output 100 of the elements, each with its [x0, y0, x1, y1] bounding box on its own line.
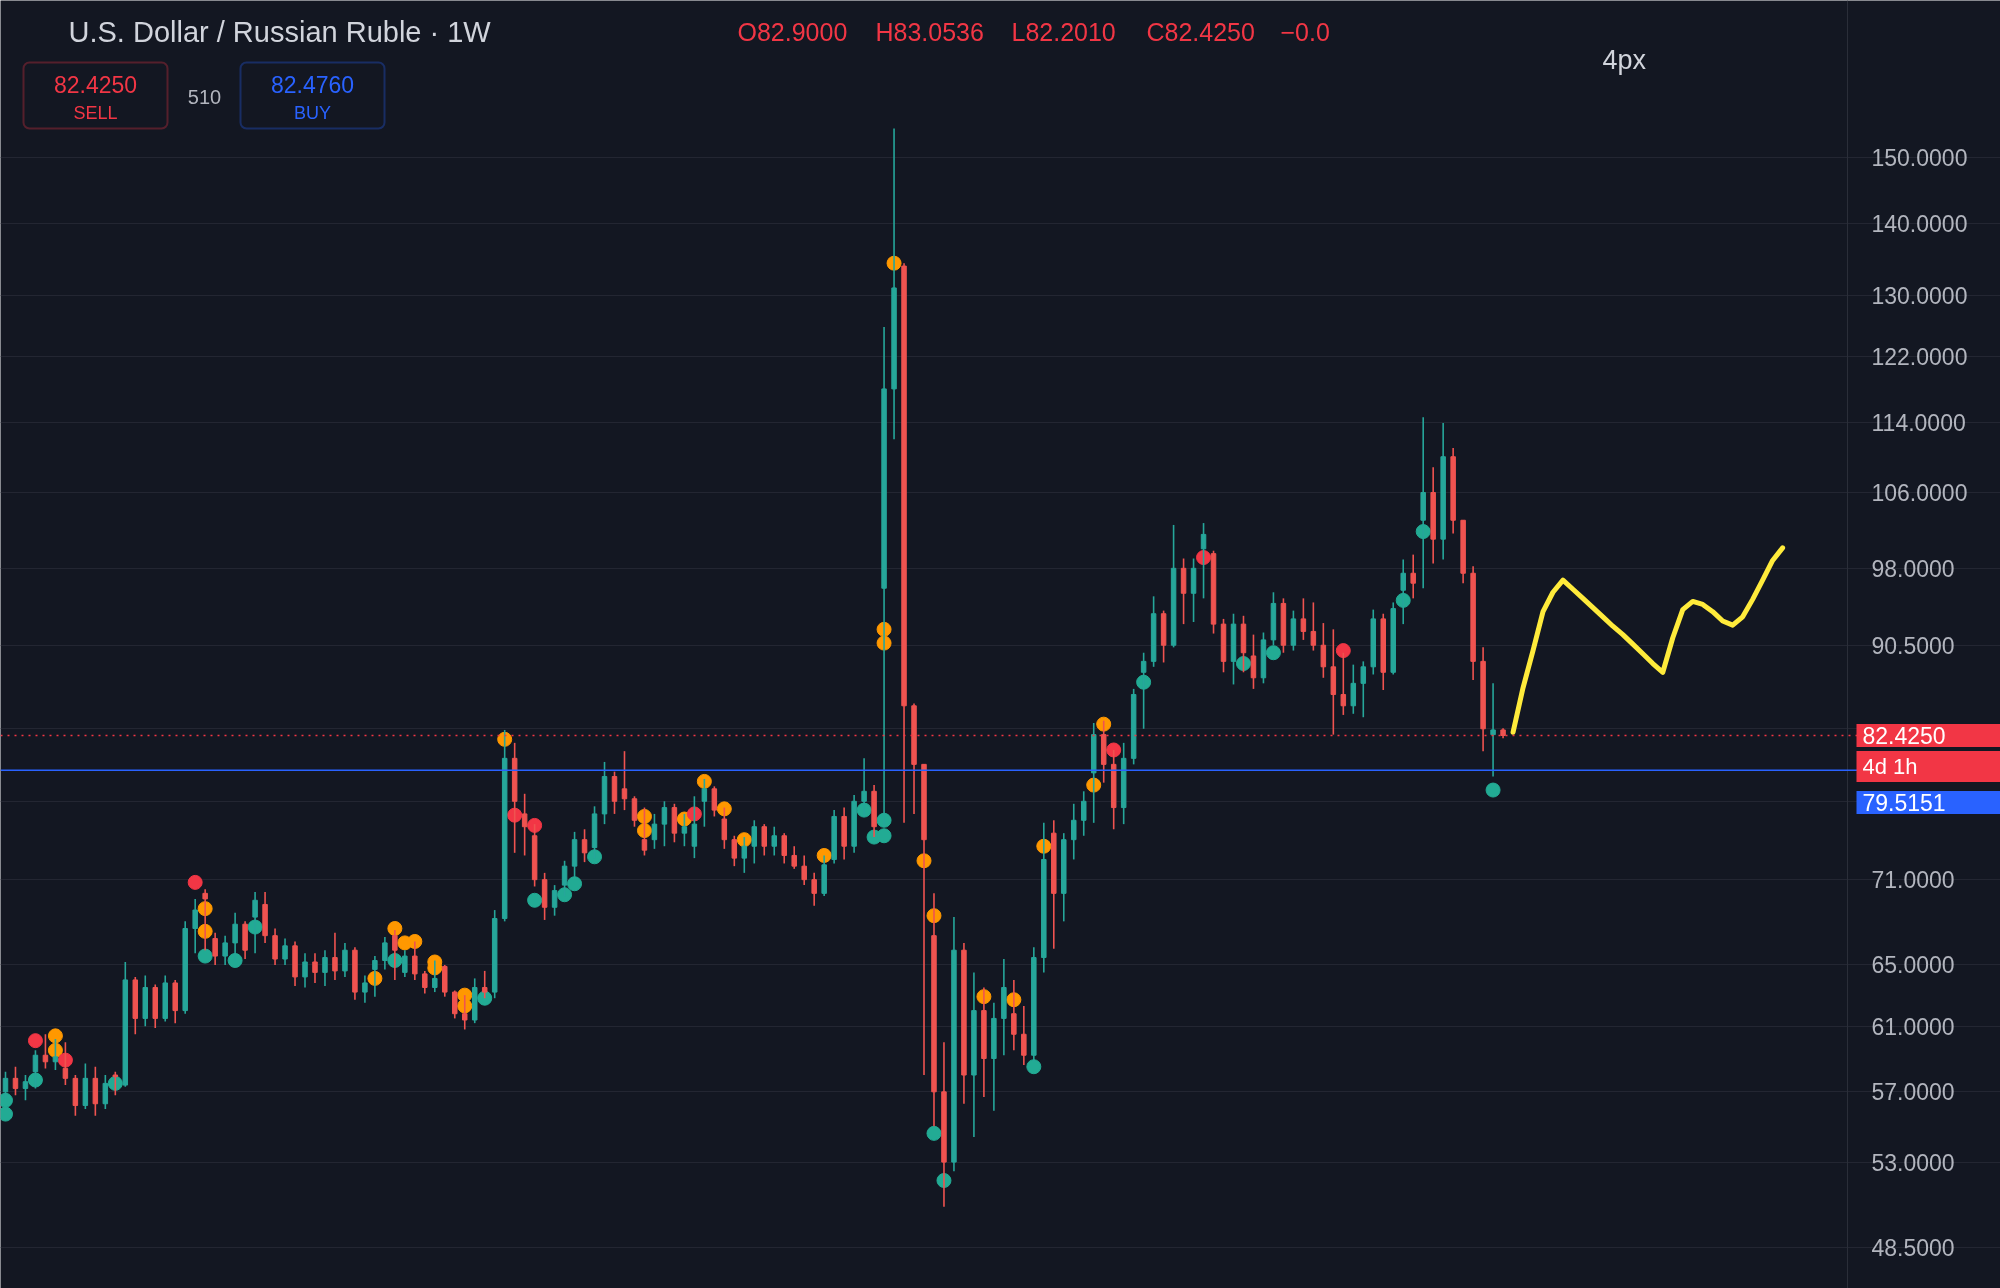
text: U.S. Dollar / Russian Ruble · 1W: [68, 15, 492, 48]
candlestick: [681, 813, 688, 848]
candlestick: [1310, 601, 1317, 652]
point: [587, 849, 603, 865]
candlestick: [1200, 522, 1207, 600]
candlestick: [392, 929, 398, 981]
annotation: SELL: [73, 102, 118, 123]
candlestick: [192, 898, 198, 954]
candlestick: [691, 795, 698, 859]
y-tick-label: 53.0000: [1871, 1149, 1955, 1176]
y-tick-label: 106.0000: [1871, 480, 1968, 507]
candlestick: [322, 949, 328, 987]
candlestick: [62, 1041, 69, 1086]
candlestick: [1410, 553, 1416, 600]
annotation: H83.0536: [875, 17, 984, 46]
point: [816, 847, 832, 863]
annotation: −0.0: [1280, 17, 1330, 46]
candlestick: [252, 891, 258, 954]
candlestick: [52, 1038, 59, 1071]
annotation: 4px: [1602, 44, 1647, 75]
candlestick: [1350, 663, 1357, 715]
annotation: L82.2010: [1011, 17, 1116, 46]
candlestick: [1320, 622, 1327, 679]
point: [1196, 550, 1212, 566]
candlestick: [212, 931, 218, 966]
candlestick: [1250, 633, 1257, 690]
candlestick: [342, 942, 348, 978]
point: [197, 948, 213, 964]
annotation: O82.9000: [737, 17, 848, 46]
point: [1335, 643, 1351, 659]
point: [1026, 1059, 1042, 1075]
y-tick-label: 57.0000: [1871, 1079, 1955, 1106]
y-tick-label: 61.0000: [1871, 1013, 1955, 1040]
candlestick: [711, 785, 718, 818]
point: [1485, 782, 1501, 798]
annotation: 82.4250: [53, 72, 138, 98]
y-tick-label: 65.0000: [1871, 952, 1955, 979]
annotation: 510: [187, 85, 222, 108]
y-tick-label: 130.0000: [1871, 282, 1968, 309]
point: [1265, 645, 1281, 661]
candlestick: [761, 823, 768, 857]
annotation: BUY: [293, 102, 332, 123]
point: [57, 1052, 73, 1068]
y-tick-label: 71.0000: [1871, 867, 1955, 894]
point: [686, 806, 702, 822]
point: [1136, 674, 1152, 690]
candlestick: [801, 854, 807, 886]
point: [1106, 742, 1122, 758]
candlestick: [791, 845, 797, 870]
candlestick: [1011, 979, 1017, 1052]
candlestick: [771, 825, 777, 857]
candlestick: [452, 989, 458, 1020]
candlestick: [312, 952, 318, 984]
point: [27, 1033, 43, 1049]
ref-line-label: 79.5151: [1862, 790, 1946, 817]
candlestick: [362, 974, 368, 1004]
y-tick-label: 140.0000: [1871, 211, 1968, 238]
point: [387, 921, 403, 936]
point: [27, 1072, 43, 1088]
candlestick: [721, 806, 728, 850]
point: [926, 1125, 942, 1141]
point: [0, 1106, 13, 1122]
point: [876, 828, 892, 844]
candlestick: [521, 792, 528, 857]
candlestick: [731, 834, 738, 867]
candlestick: [332, 931, 338, 981]
candlestick: [432, 959, 438, 993]
point: [407, 933, 423, 949]
point: [636, 808, 652, 824]
candlestick: [462, 994, 468, 1031]
point: [567, 876, 583, 892]
candlestick: [581, 828, 588, 863]
candlestick: [701, 778, 708, 828]
candlestick: [1300, 597, 1307, 641]
candlestick: [302, 952, 308, 989]
point: [557, 887, 573, 903]
y-tick-label: 114.0000: [1871, 409, 1966, 436]
point: [507, 807, 523, 823]
point: [696, 773, 712, 789]
candlestick: [651, 813, 658, 850]
candlestick: [1360, 660, 1367, 719]
y-tick-label: 150.0000: [1871, 144, 1968, 171]
candlestick: [621, 750, 628, 811]
candlestick: [272, 927, 278, 966]
candlestick: [112, 1070, 119, 1097]
candlestick: [751, 819, 758, 865]
y-tick-label: 90.5000: [1871, 632, 1955, 659]
ref-line-label: 82.4250: [1862, 723, 1946, 750]
candlestick: [422, 970, 428, 995]
candlestick: [1021, 1005, 1027, 1066]
y-tick-label: 98.0000: [1871, 555, 1955, 582]
candlestick: [1340, 651, 1347, 716]
point: [527, 892, 543, 908]
point: [636, 823, 652, 839]
point: [716, 801, 732, 817]
candlestick: [741, 836, 748, 874]
candlestick: [481, 970, 488, 1000]
annotation: C82.4250: [1146, 17, 1255, 46]
candlestick: [412, 940, 418, 981]
candlestick: [1490, 682, 1496, 778]
